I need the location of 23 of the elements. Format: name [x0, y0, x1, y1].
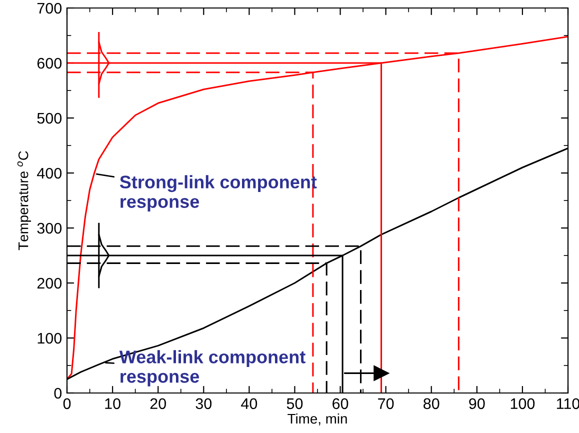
y-tick-label: 400	[37, 168, 62, 179]
y-tick-label: 700	[37, 2, 62, 14]
x-tick-label: 80	[424, 398, 440, 410]
x-tick-label: 20	[150, 398, 166, 410]
y-axis-title: Temperature $^{o}$C	[17, 151, 31, 250]
x-tick-label: 90	[469, 398, 485, 410]
y-tick-label: 0	[54, 388, 62, 399]
x-tick-label: 0	[63, 398, 71, 410]
y-tick-label: 200	[37, 278, 62, 289]
x-tick-label: 10	[105, 398, 120, 410]
y-tick-label: 500	[37, 112, 62, 124]
x-axis-title: Time, min	[288, 413, 347, 426]
y-tick-label: 600	[37, 58, 62, 69]
x-tick-label: 50	[286, 398, 303, 410]
x-tick-label: 60	[332, 398, 348, 410]
y-tick-label: 100	[38, 332, 62, 344]
annotation: Strong-link component response	[120, 175, 317, 212]
y-tick-label: 300	[37, 222, 62, 234]
x-tick-label: 70	[378, 398, 394, 410]
annotation: Weak-link component response	[119, 350, 306, 386]
x-tick-label: 40	[241, 398, 258, 410]
x-tick-label: 100	[510, 398, 535, 410]
x-tick-label: 30	[196, 398, 212, 410]
